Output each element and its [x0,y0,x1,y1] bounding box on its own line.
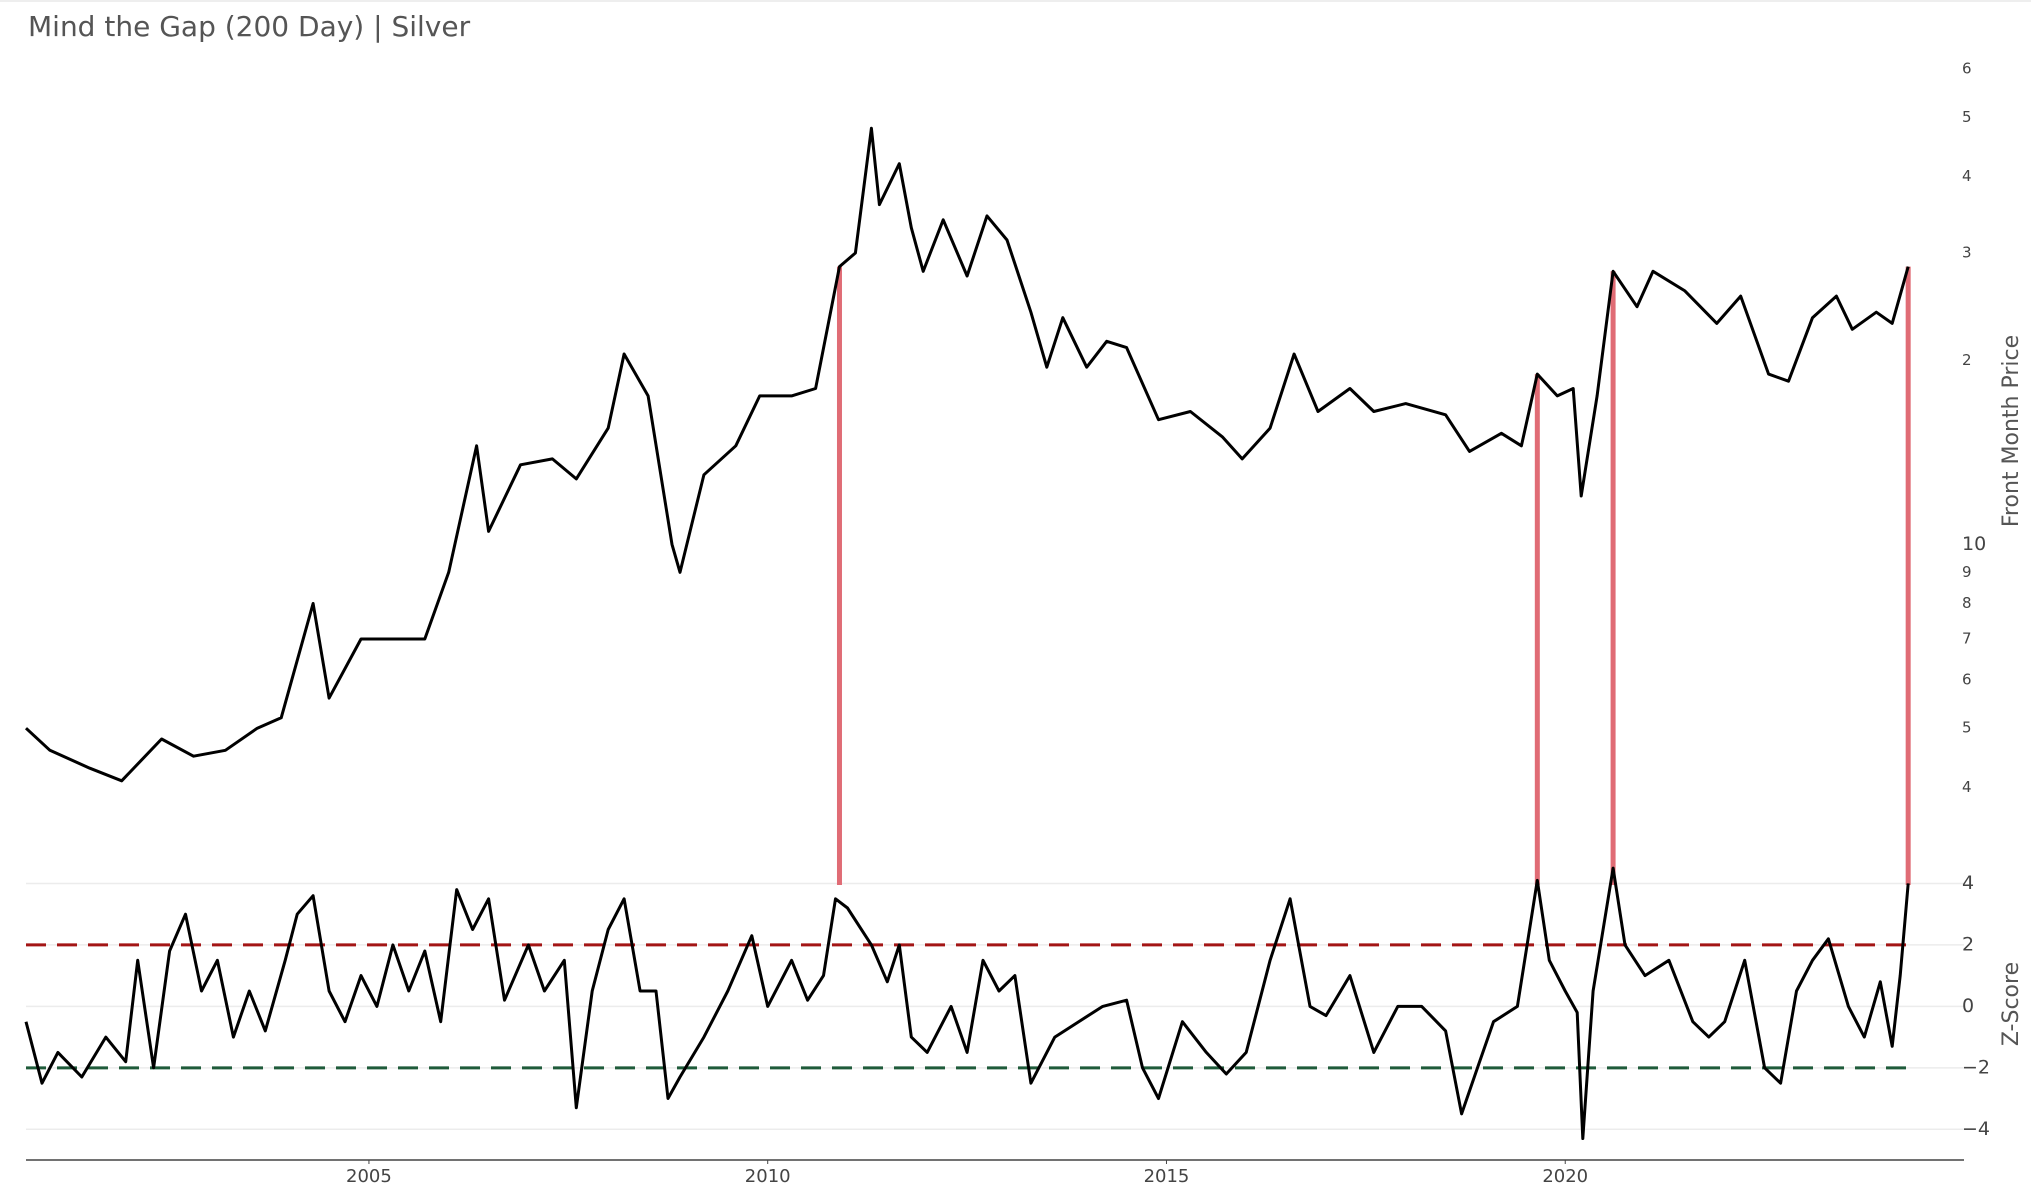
y-tick-label: 0 [1962,995,1974,1017]
series-line [24,866,1910,1140]
y-tick-label: 7 [1962,629,1972,647]
y-tick-label: 2 [1962,351,1972,369]
chart-title: Mind the Gap (200 Day) | Silver [28,10,471,43]
y-tick-label: 3 [1962,243,1972,261]
y-tick-label: 8 [1962,594,1972,612]
y-tick-label: 4 [1962,872,1974,894]
y-tick-label: 10 [1962,533,1986,555]
y-tick-label: 5 [1962,719,1972,737]
x-tick-label: 2010 [745,1166,791,1187]
y-axis-title: Front Month Price [1999,335,2024,527]
y-tick-label: 6 [1962,670,1972,688]
x-tick-label: 2005 [346,1166,392,1187]
y-axis-title: Z-Score [1999,962,2024,1046]
y-tick-label: 4 [1962,167,1972,185]
y-tick-label: 2 [1962,933,1974,955]
y-tick-label: 4 [1962,778,1972,796]
y-tick-label: 9 [1962,563,1972,581]
y-tick-label: 5 [1962,108,1972,126]
y-tick-label: 6 [1962,60,1972,78]
y-tick-label: −4 [1962,1118,1990,1140]
x-tick-label: 2015 [1144,1166,1190,1187]
x-tick-label: 2020 [1542,1166,1588,1187]
y-tick-label: −2 [1962,1056,1990,1078]
series-line [24,126,1910,783]
